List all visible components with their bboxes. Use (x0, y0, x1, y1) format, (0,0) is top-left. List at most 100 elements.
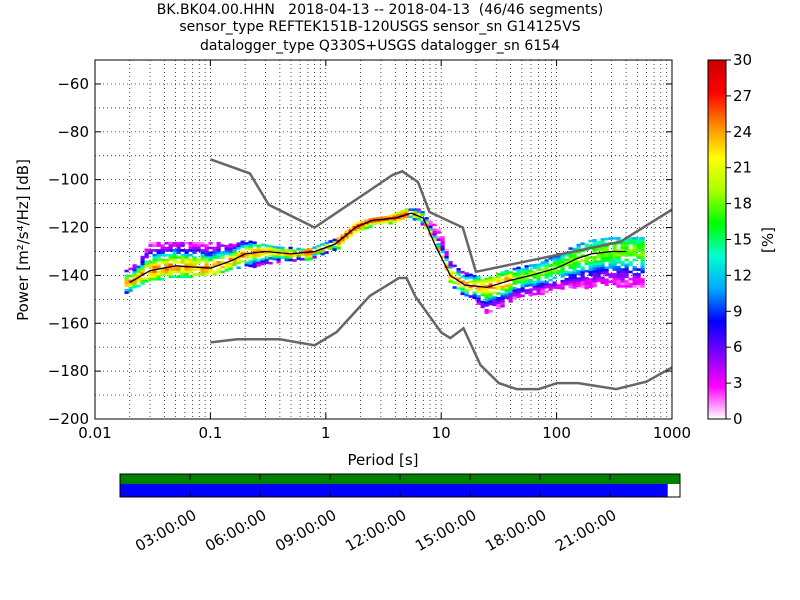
density-cell (640, 270, 645, 274)
density-cell (464, 293, 469, 297)
density-cell (464, 274, 469, 278)
density-cell (136, 277, 141, 281)
density-cell (628, 251, 633, 255)
density-cell (616, 280, 621, 283)
density-cell (552, 269, 557, 272)
density-cell (180, 270, 185, 274)
density-cell (532, 292, 537, 296)
density-cell (568, 285, 573, 289)
density-cell (636, 282, 641, 286)
density-cell (468, 285, 473, 289)
density-cell (400, 210, 405, 213)
density-cell (640, 280, 645, 283)
density-cell (516, 276, 521, 279)
colorbar-tick-label: 18 (733, 195, 752, 213)
density-cell (576, 284, 581, 288)
density-cell (472, 291, 477, 295)
density-cell (604, 268, 609, 272)
density-cell (496, 301, 501, 305)
density-cell (540, 283, 545, 286)
density-cell (604, 280, 609, 284)
density-cell (552, 286, 557, 289)
density-cell (484, 296, 489, 300)
density-cell (560, 263, 565, 266)
density-cell (144, 279, 149, 283)
density-cell (144, 253, 149, 256)
density-cell (288, 249, 293, 252)
density-cell (220, 244, 225, 247)
density-cell (268, 249, 273, 253)
x-tick-label: 0.1 (198, 424, 222, 442)
density-cell (544, 264, 549, 267)
density-cell (260, 260, 265, 263)
density-cell (392, 213, 397, 216)
density-cell (184, 256, 189, 259)
density-cell (264, 258, 269, 262)
density-cell (536, 268, 541, 271)
density-cell (536, 280, 541, 283)
density-cell (372, 217, 377, 221)
density-cell (172, 241, 177, 245)
density-cell (316, 252, 321, 255)
density-cell (188, 263, 193, 267)
density-cell (256, 264, 261, 267)
density-cell (628, 253, 633, 257)
density-cell (528, 293, 533, 296)
density-cell (516, 293, 521, 296)
density-cell (560, 275, 565, 278)
density-cell (492, 286, 497, 290)
density-cell (480, 303, 485, 306)
density-cell (568, 261, 573, 265)
density-cell (640, 282, 645, 286)
density-cell (560, 279, 565, 283)
density-cell (132, 273, 137, 277)
density-cell (208, 265, 213, 269)
density-cell (156, 241, 161, 245)
density-cell (604, 249, 609, 253)
density-cell (156, 270, 161, 274)
timeline-tick-label: 09:00:00 (272, 506, 339, 555)
density-cell (368, 223, 373, 226)
density-cell (440, 241, 445, 244)
density-cell (184, 270, 189, 274)
density-cell (308, 255, 313, 258)
density-cell (548, 278, 553, 282)
density-cell (408, 215, 413, 219)
density-cell (236, 266, 241, 269)
density-cell (524, 289, 529, 292)
density-cell (128, 284, 133, 287)
density-cell (480, 305, 485, 309)
density-cell (568, 278, 573, 282)
density-cell (604, 266, 609, 270)
density-cell (600, 247, 605, 251)
density-cell (524, 267, 529, 271)
density-cell (532, 264, 537, 267)
density-cell (452, 271, 457, 275)
density-cell (640, 277, 645, 281)
density-cell (476, 295, 481, 298)
density-cell (248, 262, 253, 265)
density-cell (444, 253, 449, 257)
density-cell (124, 281, 129, 285)
density-cell (608, 273, 613, 276)
density-cell (156, 244, 161, 247)
density-cell (248, 247, 253, 251)
density-cell (588, 283, 593, 286)
density-cell (388, 214, 393, 218)
density-cell (424, 219, 429, 223)
density-cell (544, 266, 549, 270)
density-cell (600, 257, 605, 260)
density-cell (244, 247, 249, 250)
density-cell (384, 218, 389, 221)
density-cell (556, 257, 561, 261)
density-cell (508, 283, 513, 286)
density-cell (164, 253, 169, 257)
density-cell (232, 260, 237, 264)
density-cell (432, 223, 437, 227)
density-cell (480, 284, 485, 287)
density-cell (504, 294, 509, 297)
density-cell (472, 279, 477, 283)
density-cell (612, 268, 617, 271)
density-cell (136, 270, 141, 273)
density-cell (488, 302, 493, 306)
